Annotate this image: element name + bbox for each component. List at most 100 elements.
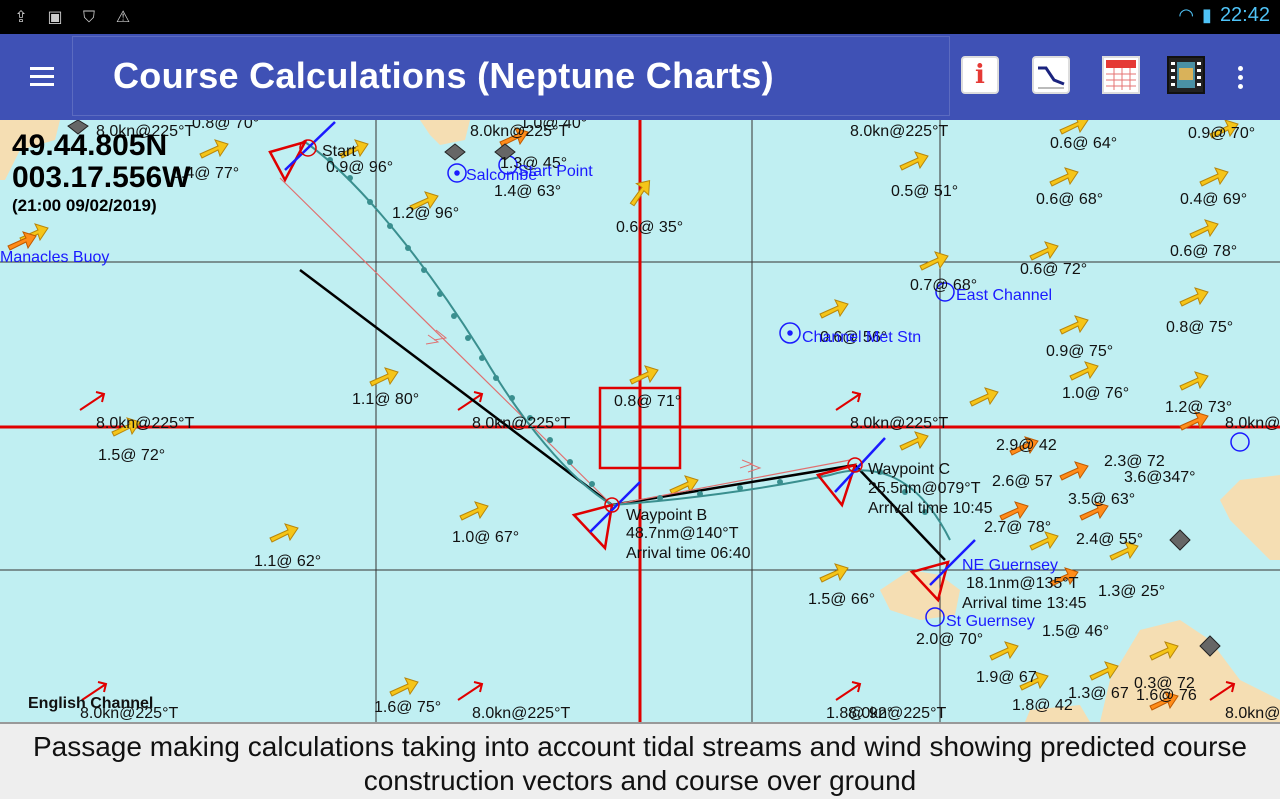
tide-label: 0.6@ 72° xyxy=(1020,261,1087,278)
page-title: Course Calculations (Neptune Charts) xyxy=(113,55,774,96)
tide-label: 0.8@ 75° xyxy=(1166,319,1233,336)
tide-label: 1.0@ 67° xyxy=(452,529,519,546)
tide-label: 0.6@ 56° xyxy=(820,329,887,346)
wind-label: 8.0kn@225°T xyxy=(472,415,570,432)
tide-label: 1.5@ 46° xyxy=(1042,623,1109,640)
tide-label: 1.6@ 76 xyxy=(1136,687,1197,704)
route-planned xyxy=(279,177,946,561)
tide-label: 2.9@ 42 xyxy=(996,437,1057,454)
tide-label: 0.8@ 71° xyxy=(614,393,681,410)
tide-label: 0.6@ 78° xyxy=(1170,243,1237,260)
film-icon[interactable] xyxy=(1167,56,1205,94)
shield-icon: ⛉ xyxy=(82,7,95,26)
tide-label: 1.3@ 67 xyxy=(1068,685,1129,702)
tide-label: 2.0@ 70° xyxy=(916,631,983,648)
title-box: Course Calculations (Neptune Charts) xyxy=(72,36,950,116)
place-label: East Channel xyxy=(956,287,1052,304)
place-label: Salcombe xyxy=(466,167,537,184)
wind-label: 8.0kn@225°T xyxy=(850,123,948,140)
wind-label: 8.0kn@225°T xyxy=(850,415,948,432)
wind-label: 8.0kn@225°T xyxy=(470,123,568,140)
waypoint-b-arrival: Arrival time 06:40 xyxy=(626,545,751,562)
waypoint-d-dist: 18.1nm@135°T xyxy=(966,575,1079,592)
place-label: Manacles Buoy xyxy=(0,249,109,266)
tide-label: 1.1@ 80° xyxy=(352,391,419,408)
warning-icon: ⚠ xyxy=(115,7,131,26)
tide-label: 2.3@ 72 xyxy=(1104,453,1165,470)
tide-label: 1.8@ 92° xyxy=(826,705,893,722)
tide-label: 1.2@ 96° xyxy=(392,205,459,222)
tide-label: 1.2@ 73° xyxy=(1165,399,1232,416)
tide-label: 0.5@ 51° xyxy=(891,183,958,200)
place-label: St Guernsey xyxy=(946,613,1035,630)
construction-vectors xyxy=(268,121,976,603)
tide-label: 3.6@347° xyxy=(1124,469,1196,486)
crosshair xyxy=(0,120,1280,722)
up-icon: ⇪ xyxy=(14,7,28,26)
wind-label: 8.0kn@225°T xyxy=(1225,705,1280,722)
info-icon[interactable]: i xyxy=(961,56,999,94)
waypoint-c-name: Waypoint C xyxy=(868,461,950,478)
tide-label: 0.9@ 70° xyxy=(1188,125,1255,142)
tide-label: 3.5@ 63° xyxy=(1068,491,1135,508)
caption-banner: Passage making calculations taking into … xyxy=(0,722,1280,799)
chart-map[interactable]: 8.0kn@225°T 8.0kn@225°T 8.0kn@225°T 8.0k… xyxy=(0,120,1280,722)
start-label: Start xyxy=(322,143,356,160)
tide-label: 0.6@ 35° xyxy=(616,219,683,236)
position-time: (21:00 09/02/2019) xyxy=(12,196,157,215)
waypoint-c-dist: 25.5nm@079°T xyxy=(868,480,981,497)
tide-label: 0.9@ 96° xyxy=(326,159,393,176)
tide-label: 0.8@ 70° xyxy=(192,120,259,132)
wifi-icon: ◠ xyxy=(1178,5,1195,26)
tide-label: 1.9@ 67 xyxy=(976,669,1037,686)
latitude: 49.44.805N xyxy=(12,129,168,162)
wind-label: 8.0kn@225°T xyxy=(472,705,570,722)
waypoint-b-dist: 48.7nm@140°T xyxy=(626,525,739,542)
tide-label: 0.3@ 72 xyxy=(1134,675,1195,692)
wind-label: 8.0kn@225°T xyxy=(80,705,178,722)
place-label: NE Guernsey xyxy=(962,557,1058,574)
wind-arrows xyxy=(79,391,1236,701)
tide-label: 2.6@ 57 xyxy=(992,473,1053,490)
tide-label: 1.0@ 40° xyxy=(520,120,587,132)
tide-label: 2.4@ 55° xyxy=(1076,531,1143,548)
longitude: 003.17.556W xyxy=(12,161,191,194)
overflow-menu-icon[interactable] xyxy=(1230,62,1250,92)
tide-label: 0.7@ 68° xyxy=(910,277,977,294)
wind-label: 8.0kn@225°T xyxy=(848,705,946,722)
tide-label: 1.1@ 62° xyxy=(254,553,321,570)
tide-label: 0.9@ 75° xyxy=(1046,343,1113,360)
position-readout: 49.44.805N 003.17.556W (21:00 09/02/2019… xyxy=(12,130,190,216)
tide-label: 1.5@ 72° xyxy=(98,447,165,464)
waypoint-d-arrival: Arrival time 13:45 xyxy=(962,595,1087,612)
tide-label: 0.6@ 68° xyxy=(1036,191,1103,208)
clock: 22:42 xyxy=(1219,4,1270,26)
tide-label: 2.7@ 78° xyxy=(984,519,1051,536)
tide-label: 1.8@ 42 xyxy=(1012,697,1073,714)
calendar-icon[interactable] xyxy=(1102,56,1140,94)
tidal-diamonds xyxy=(67,120,1221,657)
image-icon: ▣ xyxy=(47,7,63,26)
hamburger-menu-icon[interactable] xyxy=(24,62,60,92)
tide-label: 1.0@ 76° xyxy=(1062,385,1129,402)
place-markers xyxy=(447,155,1250,627)
tide-label: 0.4@ 69° xyxy=(1180,191,1247,208)
status-bar: ⇪ ▣ ⛉ ⚠ ◠ ▮ 22:42 xyxy=(0,0,1280,34)
tide-label: 1.4@ 63° xyxy=(494,183,561,200)
wind-label: 8.0kn@225°T xyxy=(96,415,194,432)
tide-label: 1.3@ 25° xyxy=(1098,583,1165,600)
graph-icon[interactable] xyxy=(1032,56,1070,94)
tide-label: 0.6@ 64° xyxy=(1050,135,1117,152)
battery-icon: ▮ xyxy=(1202,5,1212,26)
tide-label: 0.4@ 77° xyxy=(172,165,239,182)
app-bar: Course Calculations (Neptune Charts) i xyxy=(0,34,1280,120)
tide-label: 1.6@ 75° xyxy=(374,699,441,716)
waypoint-c-arrival: Arrival time 10:45 xyxy=(868,500,993,517)
tide-label: 1.5@ 66° xyxy=(808,591,875,608)
tide-label: 1.3@ 45° xyxy=(500,155,567,172)
waypoint-b-name: Waypoint B xyxy=(626,507,707,524)
place-label: Channel Met Stn xyxy=(802,329,921,346)
place-label: Start Point xyxy=(518,163,593,180)
chart-canvas[interactable]: 8.0kn@225°T 8.0kn@225°T 8.0kn@225°T 8.0k… xyxy=(0,120,1280,722)
wind-label: 8.0kn@225°T xyxy=(1225,415,1280,432)
